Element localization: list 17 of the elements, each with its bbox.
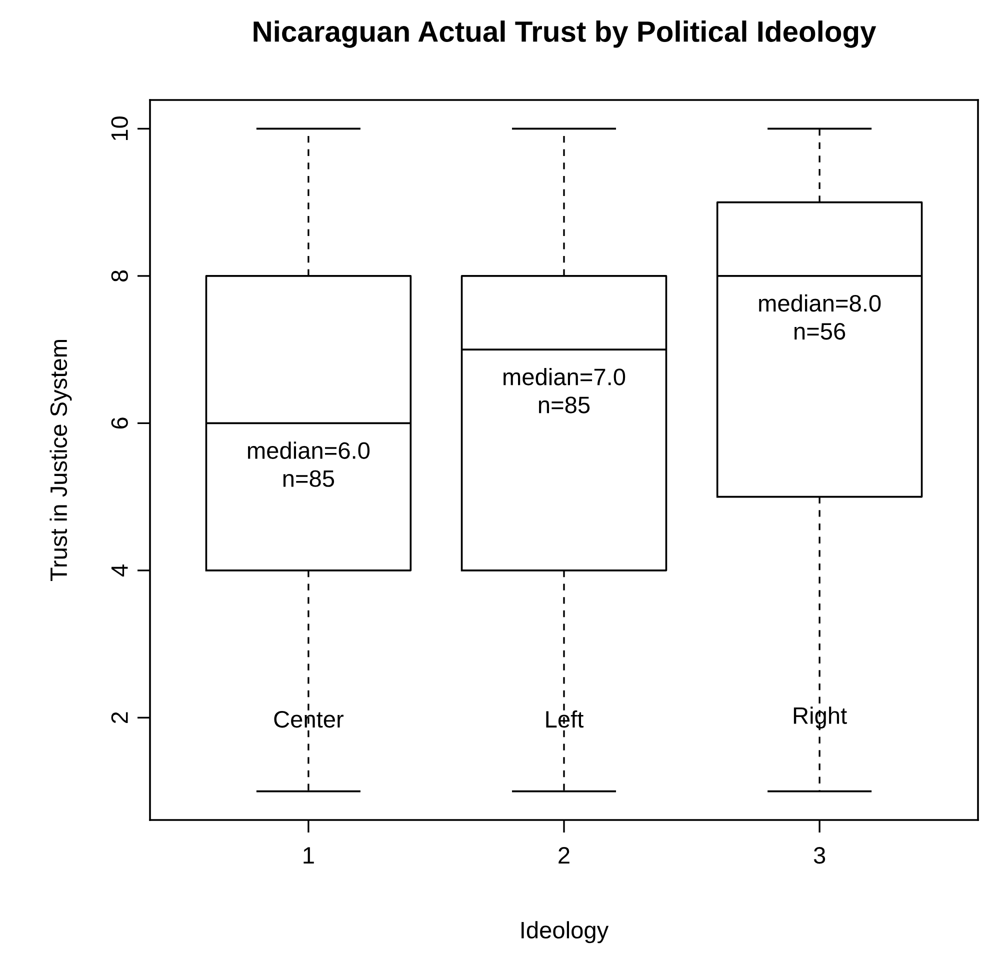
annotation: median=7.0 n=85 (504, 368, 626, 414)
y-tick-label: 8 (111, 270, 128, 282)
annotation: Right (794, 706, 847, 729)
y-tick-label: 2 (111, 712, 128, 724)
annotation: Left (546, 710, 584, 728)
x-tick-label: 1 (304, 847, 314, 864)
chart-title: Nicaraguan Actual Trust by Political Ideology (254, 20, 876, 48)
y-tick-label: 6 (111, 418, 128, 429)
annotation: median=8.0 n=56 (759, 294, 881, 340)
y-tick-label: 4 (111, 564, 128, 576)
x-tick-label: 3 (814, 847, 826, 864)
x-tick-label: 2 (558, 847, 570, 864)
x-axis-title: Ideology (522, 921, 609, 944)
y-axis-title: Trust in Justice System (50, 340, 72, 582)
annotation: median=6.0 n=85 (248, 442, 370, 487)
y-tick-label: 10 (111, 116, 128, 140)
annotation: Center (274, 710, 344, 728)
